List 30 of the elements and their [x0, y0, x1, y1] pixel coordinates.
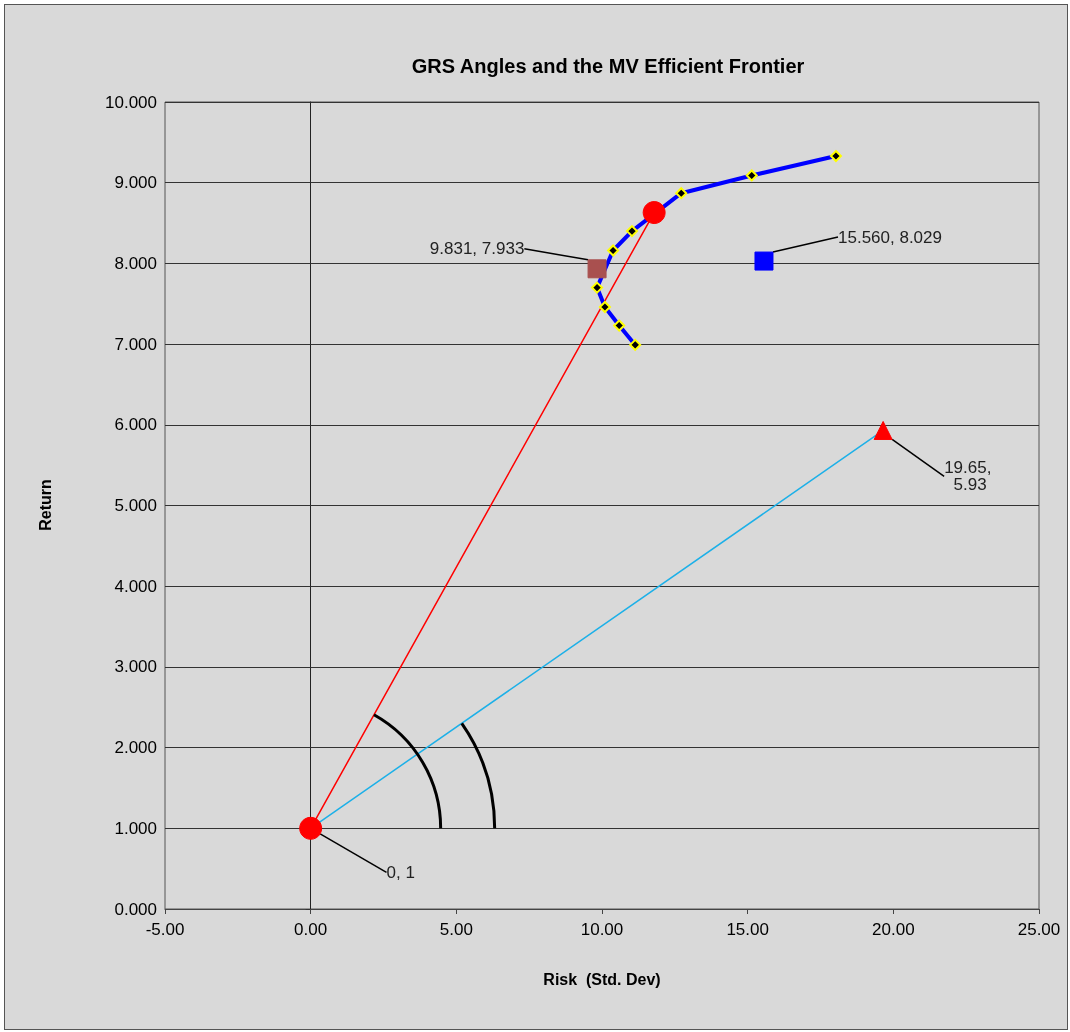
- point: [642, 201, 666, 225]
- chart-title: GRS Angles and the MV Efficient Frontier: [411, 55, 805, 77]
- point: [299, 816, 323, 840]
- point: [873, 420, 893, 440]
- y-tick-label: 0.000: [114, 899, 157, 919]
- y-tick-label: 3.000: [114, 657, 157, 677]
- y-axis-title: Return: [36, 479, 54, 531]
- y-tick-label: 10.000: [105, 92, 157, 112]
- x-tick-label: 15.00: [726, 920, 769, 939]
- data-label: 9.831, 7.933: [429, 239, 525, 259]
- x-axis-title: Risk (Std. Dev): [543, 970, 661, 988]
- x-tick-label: 0.00: [294, 920, 328, 939]
- y-tick-label: 1.000: [114, 818, 157, 838]
- data-label: 0, 1: [386, 862, 415, 882]
- x-tick-label: 10.00: [580, 920, 624, 939]
- y-tick-label: 7.000: [114, 334, 157, 354]
- y-tick-label: 2.000: [114, 738, 157, 758]
- point: [587, 259, 607, 279]
- x-tick-label: 5.00: [439, 920, 473, 939]
- x-tick-label: 20.00: [872, 920, 915, 939]
- data-label: 15.560, 8.029: [837, 227, 942, 247]
- x-tick-label: 25.00: [1017, 920, 1061, 939]
- data-label: 19.65, 5.93: [944, 458, 997, 495]
- y-tick-label: 9.000: [114, 173, 157, 193]
- point: [754, 251, 774, 271]
- y-tick-label: 5.000: [114, 496, 157, 515]
- y-tick-label: 4.000: [114, 576, 157, 596]
- y-tick-label: 6.000: [114, 415, 157, 435]
- y-tick-label: 8.000: [114, 253, 157, 273]
- x-tick-label: -5.00: [145, 920, 185, 939]
